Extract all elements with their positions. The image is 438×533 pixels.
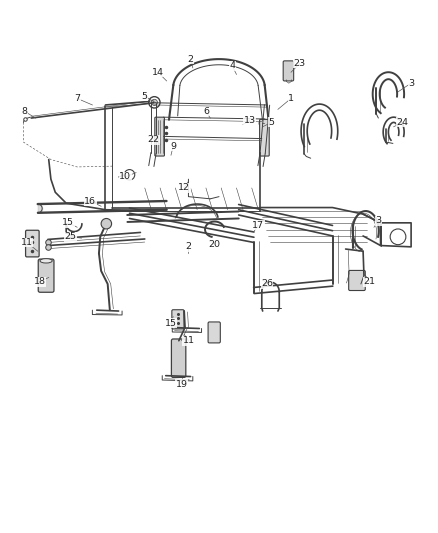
Text: 25: 25 bbox=[64, 232, 77, 241]
Text: 24: 24 bbox=[396, 118, 408, 127]
Text: 10: 10 bbox=[119, 173, 131, 182]
Text: 9: 9 bbox=[170, 142, 176, 151]
FancyBboxPatch shape bbox=[155, 117, 164, 156]
Text: 22: 22 bbox=[148, 135, 159, 144]
Text: 23: 23 bbox=[294, 59, 306, 68]
Text: 5: 5 bbox=[268, 118, 274, 127]
Text: 12: 12 bbox=[178, 183, 190, 192]
Text: 18: 18 bbox=[34, 277, 46, 286]
Text: 11: 11 bbox=[21, 238, 33, 247]
Text: 5: 5 bbox=[142, 92, 148, 101]
FancyBboxPatch shape bbox=[172, 310, 184, 329]
Text: 17: 17 bbox=[252, 221, 264, 230]
FancyBboxPatch shape bbox=[208, 322, 220, 343]
Text: 21: 21 bbox=[364, 277, 376, 286]
Text: 7: 7 bbox=[74, 94, 80, 103]
Text: 14: 14 bbox=[152, 68, 164, 77]
Text: 13: 13 bbox=[244, 116, 256, 125]
Text: 4: 4 bbox=[229, 61, 235, 70]
Text: 2: 2 bbox=[187, 54, 194, 63]
Text: 3: 3 bbox=[408, 79, 414, 87]
FancyBboxPatch shape bbox=[171, 339, 186, 377]
Text: 6: 6 bbox=[203, 107, 209, 116]
FancyBboxPatch shape bbox=[349, 270, 365, 290]
Ellipse shape bbox=[40, 259, 52, 263]
FancyBboxPatch shape bbox=[283, 61, 293, 81]
Text: 19: 19 bbox=[176, 380, 188, 389]
Text: 1: 1 bbox=[288, 94, 294, 103]
Text: 20: 20 bbox=[208, 240, 221, 249]
FancyBboxPatch shape bbox=[38, 259, 54, 292]
Circle shape bbox=[101, 219, 112, 229]
Text: 16: 16 bbox=[84, 197, 96, 206]
Text: 2: 2 bbox=[185, 243, 191, 252]
Text: 11: 11 bbox=[183, 336, 194, 345]
Circle shape bbox=[151, 99, 157, 106]
Text: 3: 3 bbox=[375, 216, 381, 225]
Text: 15: 15 bbox=[165, 319, 177, 328]
FancyBboxPatch shape bbox=[25, 230, 39, 257]
FancyBboxPatch shape bbox=[260, 119, 269, 156]
Text: 8: 8 bbox=[22, 107, 28, 116]
Text: 26: 26 bbox=[261, 279, 273, 288]
Text: 15: 15 bbox=[62, 219, 74, 228]
